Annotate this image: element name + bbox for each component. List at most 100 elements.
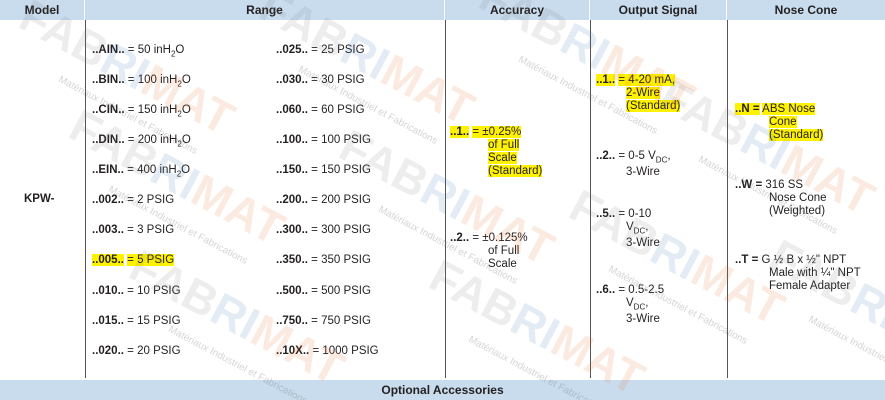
option-line: (Standard) bbox=[735, 129, 824, 142]
option: ..300.. = 300 PSIG bbox=[276, 224, 371, 237]
option: ..003.. = 3 PSIG bbox=[92, 224, 174, 237]
watermark: FABRIMAT bbox=[761, 228, 885, 386]
divider bbox=[590, 20, 591, 378]
option-text: = 30 PSIG bbox=[311, 74, 365, 86]
option-text: 2 bbox=[177, 109, 182, 119]
option: ..150.. = 150 PSIG bbox=[276, 164, 371, 177]
option-code: ..200.. bbox=[276, 194, 308, 206]
option-line: VDC, bbox=[596, 297, 664, 313]
option-text: O bbox=[181, 164, 191, 176]
option-code: ..10X.. bbox=[276, 345, 310, 357]
option-code: ..1.. bbox=[450, 126, 470, 138]
option: ..002.. = 2 PSIG bbox=[92, 194, 174, 207]
option: ..020.. = 20 PSIG bbox=[92, 345, 181, 358]
option-line: VDC, bbox=[596, 221, 660, 237]
option: ..350.. = 350 PSIG bbox=[276, 254, 371, 267]
option-line: Female Adapter bbox=[735, 280, 861, 293]
option-line: ..015.. = 15 PSIG bbox=[92, 315, 181, 328]
option-text: = 60 PSIG bbox=[311, 104, 365, 116]
option-text: (Standard) bbox=[626, 100, 681, 112]
option-line: ..200.. = 200 PSIG bbox=[276, 194, 371, 207]
option: ..100.. = 100 PSIG bbox=[276, 134, 371, 147]
option-text: = 5 PSIG bbox=[127, 254, 175, 266]
option: ..CIN.. = 150 inH2O bbox=[92, 104, 191, 120]
option-text: ABS Nose bbox=[762, 103, 816, 115]
option-code: ..030.. bbox=[276, 74, 308, 86]
option-code: ..002.. bbox=[92, 194, 124, 206]
option-line: ..500.. = 500 PSIG bbox=[276, 285, 371, 298]
option-line: ..W = 316 SS bbox=[735, 179, 827, 192]
watermark-part: RI bbox=[202, 282, 268, 350]
option: ..060.. = 60 PSIG bbox=[276, 104, 365, 117]
option: ..5.. = 0-10 VDC, 3-Wire bbox=[596, 208, 660, 250]
option-code: ..N = bbox=[735, 103, 760, 115]
option-text: , bbox=[645, 297, 649, 309]
option-text: Cone bbox=[769, 116, 797, 128]
option-line: ..10X.. = 1000 PSIG bbox=[276, 345, 379, 358]
option-line: ..T = G ½ B x ½" NPT bbox=[735, 254, 861, 267]
option-line: (Standard) bbox=[596, 100, 681, 113]
option-line: ..N = ABS Nose bbox=[735, 103, 823, 116]
option-line: 2-Wire bbox=[596, 87, 680, 100]
option: ..2.. = 0-5 VDC, 3-Wire bbox=[596, 150, 671, 179]
option: ..T = G ½ B x ½" NPT Male with ¼" NPT Fema… bbox=[735, 254, 861, 293]
option-line: 3-Wire bbox=[596, 237, 660, 250]
option-code: ..100.. bbox=[276, 134, 308, 146]
option-text: = 0-5 V bbox=[618, 150, 656, 162]
option-text: = ±0.25% bbox=[472, 126, 522, 138]
option-text: = 750 PSIG bbox=[311, 315, 371, 327]
option-text: Male with ¼" NPT bbox=[769, 267, 861, 279]
option-line: (Standard) bbox=[450, 165, 543, 178]
option-text: = 4-20 mA, bbox=[618, 74, 675, 86]
option-line: Scale bbox=[450, 152, 542, 165]
option-text: (Standard) bbox=[488, 165, 543, 177]
option-text: DC bbox=[633, 226, 646, 236]
option-text: , bbox=[667, 150, 671, 162]
watermark-part: MAT bbox=[373, 43, 483, 135]
option-code: ..T = bbox=[735, 254, 759, 266]
option: ..030.. = 30 PSIG bbox=[276, 74, 365, 87]
option-text: V bbox=[626, 221, 634, 233]
option-line: ..5.. = 0-10 bbox=[596, 208, 660, 221]
option-line: ..DIN.. = 200 inH2O bbox=[92, 134, 191, 150]
option-line: ..350.. = 350 PSIG bbox=[276, 254, 371, 267]
option-text: 2-Wire bbox=[626, 87, 660, 99]
model-code: KPW- bbox=[24, 193, 55, 205]
option-text: Scale bbox=[488, 258, 517, 270]
option: ..10X.. = 1000 PSIG bbox=[276, 345, 379, 358]
option-code: ..CIN.. bbox=[92, 104, 125, 116]
option-line: ..002.. = 2 PSIG bbox=[92, 194, 174, 207]
option-code: ..150.. bbox=[276, 164, 308, 176]
option-code: ..025.. bbox=[276, 44, 308, 56]
option-text: = 10 PSIG bbox=[127, 285, 181, 297]
option-line: ..300.. = 300 PSIG bbox=[276, 224, 371, 237]
option: ..015.. = 15 PSIG bbox=[92, 315, 181, 328]
option-text: = 150 inH bbox=[127, 104, 178, 116]
option-code: ..500.. bbox=[276, 285, 308, 297]
option-text: of Full bbox=[488, 139, 520, 151]
option-line: ..025.. = 25 PSIG bbox=[276, 44, 365, 57]
option-code: ..DIN.. bbox=[92, 134, 125, 146]
option-line: ..100.. = 100 PSIG bbox=[276, 134, 371, 147]
option: ..6.. = 0.5-2.5 VDC, 3-Wire bbox=[596, 284, 664, 326]
option-line: Male with ¼" NPT bbox=[735, 267, 861, 280]
option-text: = 150 PSIG bbox=[311, 164, 371, 176]
option: ..005.. = 5 PSIG bbox=[92, 254, 175, 267]
divider bbox=[445, 20, 446, 378]
option-text: = 500 PSIG bbox=[311, 285, 371, 297]
watermark: FABRIMAT bbox=[11, 0, 243, 146]
header-cell: Output Signal bbox=[590, 0, 727, 20]
option-code: ..BIN.. bbox=[92, 74, 125, 86]
option-line: ..BIN.. = 100 inH2O bbox=[92, 74, 191, 90]
option-code: ..750.. bbox=[276, 315, 308, 327]
option: ..BIN.. = 100 inH2O bbox=[92, 74, 191, 90]
option: ..010.. = 10 PSIG bbox=[92, 285, 181, 298]
option-line: ..EIN.. = 400 inH2O bbox=[92, 164, 190, 180]
option-text: Scale bbox=[488, 152, 517, 164]
option-text: DC bbox=[633, 302, 646, 312]
option-text: = 350 PSIG bbox=[311, 254, 371, 266]
watermark-part: MAT bbox=[133, 53, 243, 145]
option-line: of Full bbox=[450, 139, 542, 152]
option-text: , bbox=[645, 221, 649, 233]
option-text: 3-Wire bbox=[626, 237, 660, 250]
